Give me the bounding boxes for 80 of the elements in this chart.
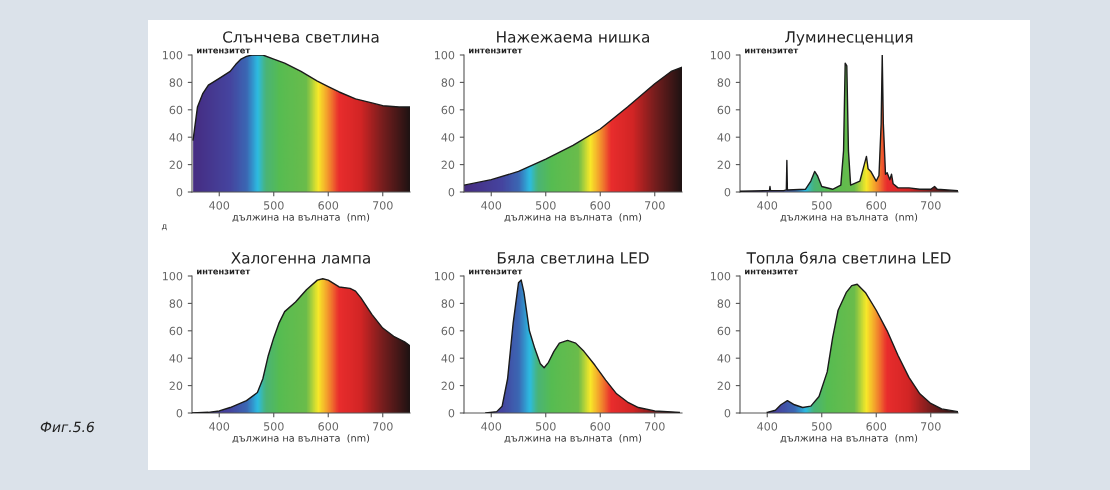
x-tick-label: 500 [812,201,832,210]
y-tick-label: 100 [162,271,183,281]
chart-title: Слънчева светлина [223,31,379,43]
x-axis-title: дължина на вълната (nm) [504,213,642,222]
y-axis-title: интензитет [197,48,251,54]
y-tick-label: 20 [169,160,183,169]
x-tick-label: 700 [645,201,665,210]
y-tick-label: 0 [448,408,455,418]
y-tick-label: 60 [169,326,183,336]
x-axis-title: дължина на вълната (nm) [780,213,918,222]
y-tick-label: 80 [441,299,455,308]
y-tick-label: 100 [710,50,731,60]
y-axis-title: интензитет [745,269,799,275]
chart-title: Топла бяла светлина LED [746,251,951,264]
y-tick-label: 60 [441,105,455,115]
y-tick-label: 40 [717,133,731,142]
y-axis-title: интензитет [745,48,799,54]
chart-title: Нажежаема нишка [497,31,649,43]
x-tick-label: 600 [318,422,339,431]
y-tick-label: 40 [441,354,455,363]
x-axis-title: дължина на вълната (nm) [232,434,370,443]
y-tick-label: 80 [717,299,731,308]
y-tick-label: 0 [448,187,455,197]
y-tick-label: 80 [169,78,183,87]
y-axis-title: интензитет [197,269,251,275]
y-tick-label: 100 [434,271,455,281]
x-axis-title: дължина на вълната (nm) [504,434,642,443]
x-tick-label: 400 [209,201,230,210]
x-tick-label: 500 [812,422,832,431]
x-tick-label: 600 [866,201,887,210]
x-tick-label: 400 [757,422,778,431]
x-tick-label: 500 [536,422,556,431]
x-tick-label: 600 [318,201,339,210]
x-axis-title: дължина на вълната (nm) [232,213,370,222]
x-tick-label: 400 [481,201,502,210]
y-tick-label: 20 [169,381,183,390]
x-tick-label: 400 [209,422,230,431]
x-tick-label: 700 [373,422,393,431]
y-tick-label: 60 [441,326,455,336]
y-tick-label: 40 [441,133,455,142]
y-tick-label: 80 [441,78,455,87]
y-tick-label: 20 [717,381,731,390]
x-tick-label: 600 [590,201,611,210]
y-tick-label: 0 [724,187,731,197]
chart-title: Бяла светлина LED [497,252,649,264]
x-tick-label: 400 [757,201,778,210]
text: д [161,224,167,231]
y-tick-label: 20 [717,160,731,169]
x-tick-label: 500 [264,201,284,210]
x-tick-label: 700 [373,201,393,210]
y-tick-label: 20 [441,160,455,169]
y-tick-label: 0 [176,408,183,418]
y-tick-label: 60 [717,105,731,115]
y-tick-label: 40 [169,354,183,363]
y-tick-label: 100 [434,50,455,60]
y-tick-label: 80 [717,78,731,87]
y-axis-title: интензитет [469,48,523,54]
x-tick-label: 500 [536,201,556,210]
chart-title: Луминесценция [785,31,913,46]
y-axis-title: интензитет [469,269,523,275]
y-tick-label: 60 [717,326,731,336]
x-tick-label: 700 [645,422,665,431]
x-tick-label: 700 [921,422,941,431]
x-tick-label: 500 [264,422,284,431]
chart-title: Халогенна лампа [231,252,370,264]
y-tick-label: 20 [441,381,455,390]
y-tick-label: 0 [176,187,183,197]
y-tick-label: 0 [724,408,731,418]
y-tick-label: 40 [717,354,731,363]
x-tick-label: 400 [481,422,502,431]
y-tick-label: 100 [162,50,183,60]
y-tick-label: 80 [169,299,183,308]
y-tick-label: 40 [169,133,183,142]
x-tick-label: 600 [866,422,887,431]
y-tick-label: 60 [169,105,183,115]
x-tick-label: 700 [921,201,941,210]
x-tick-label: 600 [590,422,611,431]
y-tick-label: 100 [710,271,731,281]
text: Фиг.5.6 [40,421,95,433]
x-axis-title: дължина на вълната (nm) [780,434,918,443]
